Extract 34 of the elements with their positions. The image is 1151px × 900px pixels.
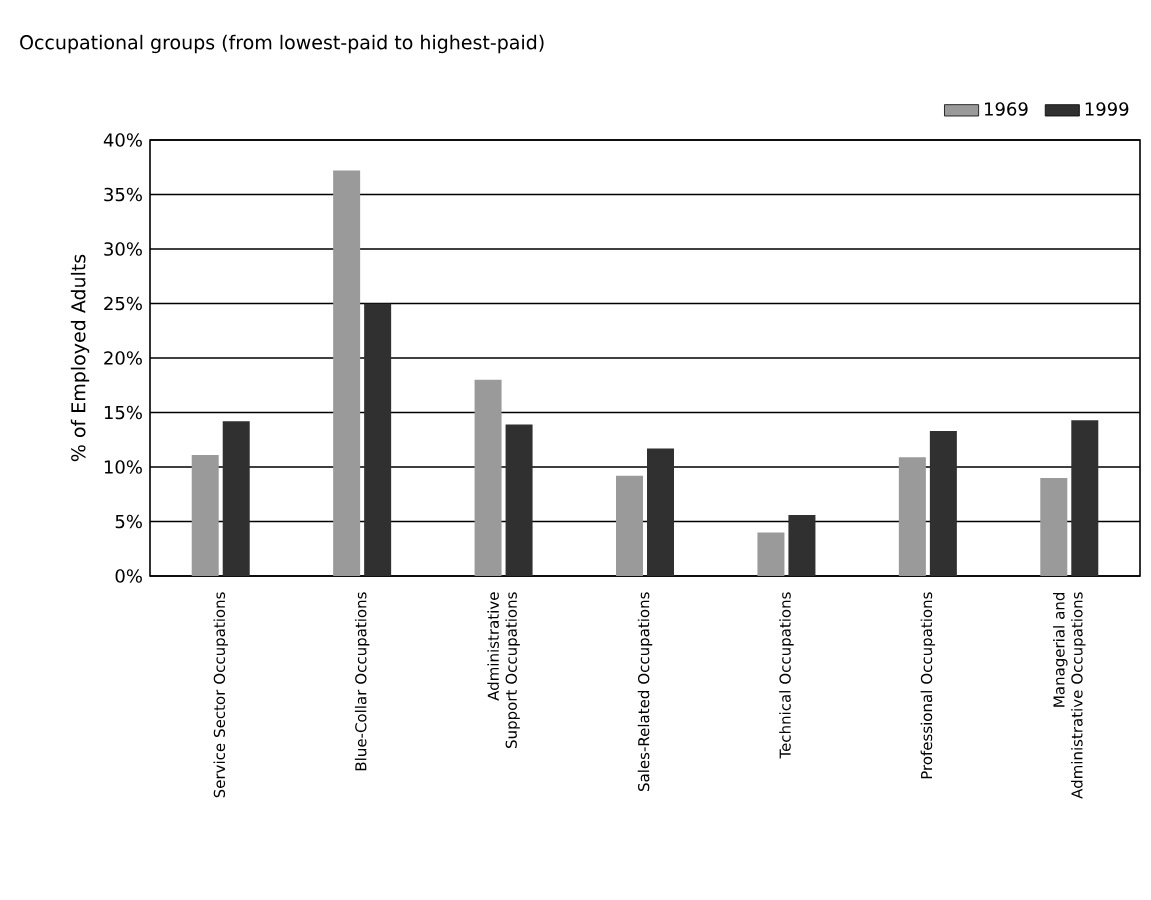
x-tick-label: Sales-Related Occupations bbox=[637, 592, 653, 791]
x-tick-label: Administrative Support Occupations bbox=[487, 592, 520, 748]
y-tick-label: 10% bbox=[104, 460, 142, 474]
x-tick-label: Technical Occupations bbox=[779, 592, 794, 759]
x-tick-label: Blue-Collar Occupations bbox=[354, 592, 370, 771]
bar bbox=[364, 303, 392, 576]
x-tick-label: Professional Occupations bbox=[920, 592, 936, 779]
y-tick-label: 5% bbox=[115, 514, 142, 529]
bar bbox=[647, 448, 674, 576]
y-tick-label: 40% bbox=[103, 133, 142, 147]
y-tick-label: 30% bbox=[104, 242, 142, 256]
bar bbox=[929, 431, 957, 576]
bar bbox=[757, 532, 785, 576]
y-axis-title: % of Employed Adults bbox=[70, 254, 90, 462]
bar bbox=[616, 475, 643, 576]
bar bbox=[333, 170, 361, 576]
x-tick-label: Managerial and Administrative Occupations bbox=[1053, 592, 1086, 799]
bar bbox=[898, 457, 926, 576]
legend-label: 1969 bbox=[985, 102, 1028, 116]
y-tick-label: 25% bbox=[104, 296, 142, 311]
bar bbox=[1071, 420, 1099, 576]
y-tick-label: 15% bbox=[104, 405, 142, 420]
y-tick-label: 35% bbox=[104, 187, 142, 202]
y-tick-label: 0% bbox=[115, 569, 142, 583]
chart-title: Occupational groups (from lowest-paid to highest-paid) bbox=[20, 34, 544, 54]
bar bbox=[1040, 477, 1068, 576]
y-tick-label: 20% bbox=[104, 351, 142, 365]
bar bbox=[191, 455, 219, 576]
bar bbox=[222, 421, 250, 576]
x-tick-label: Service Sector Occupations bbox=[213, 592, 228, 798]
legend-label: 1999 bbox=[1085, 102, 1129, 116]
bar bbox=[474, 379, 502, 576]
bar bbox=[788, 514, 816, 576]
bar bbox=[505, 424, 533, 576]
